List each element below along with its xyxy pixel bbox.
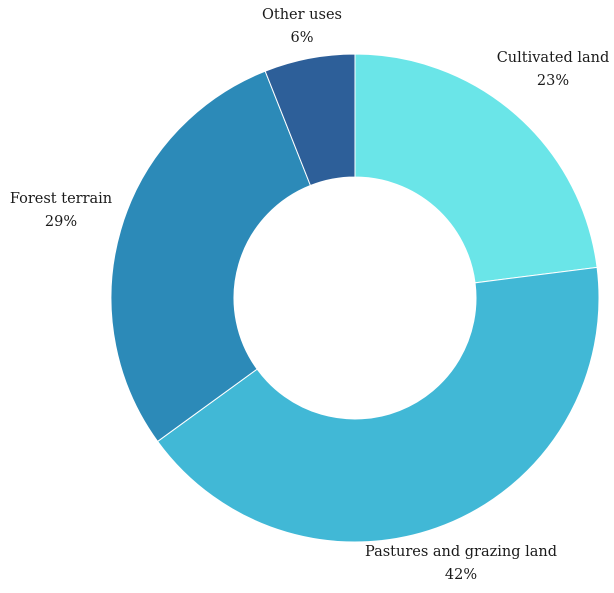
slice-value-label-other-uses: 6% [290, 30, 313, 46]
label-group: Cultivated land 23% Pastures and grazing l… [10, 7, 609, 583]
slice-label-pastures-and-grazing-land: Pastures and grazing land [365, 544, 557, 560]
slice-label-cultivated-land: Cultivated land [497, 50, 610, 66]
slice-value-label-cultivated-land: 23% [537, 73, 569, 89]
slice-group [110, 53, 600, 543]
slice-cultivated-land [354, 53, 598, 284]
slice-pastures-and-grazing-land [156, 266, 600, 543]
slice-label-other-uses: Other uses [262, 7, 342, 23]
slice-label-forest-terrain: Forest terrain [10, 191, 112, 207]
slice-value-label-pastures-and-grazing-land: 42% [445, 567, 477, 583]
slice-other-uses [264, 53, 356, 187]
slice-forest-terrain [110, 70, 312, 443]
slice-value-label-forest-terrain: 29% [45, 214, 77, 230]
